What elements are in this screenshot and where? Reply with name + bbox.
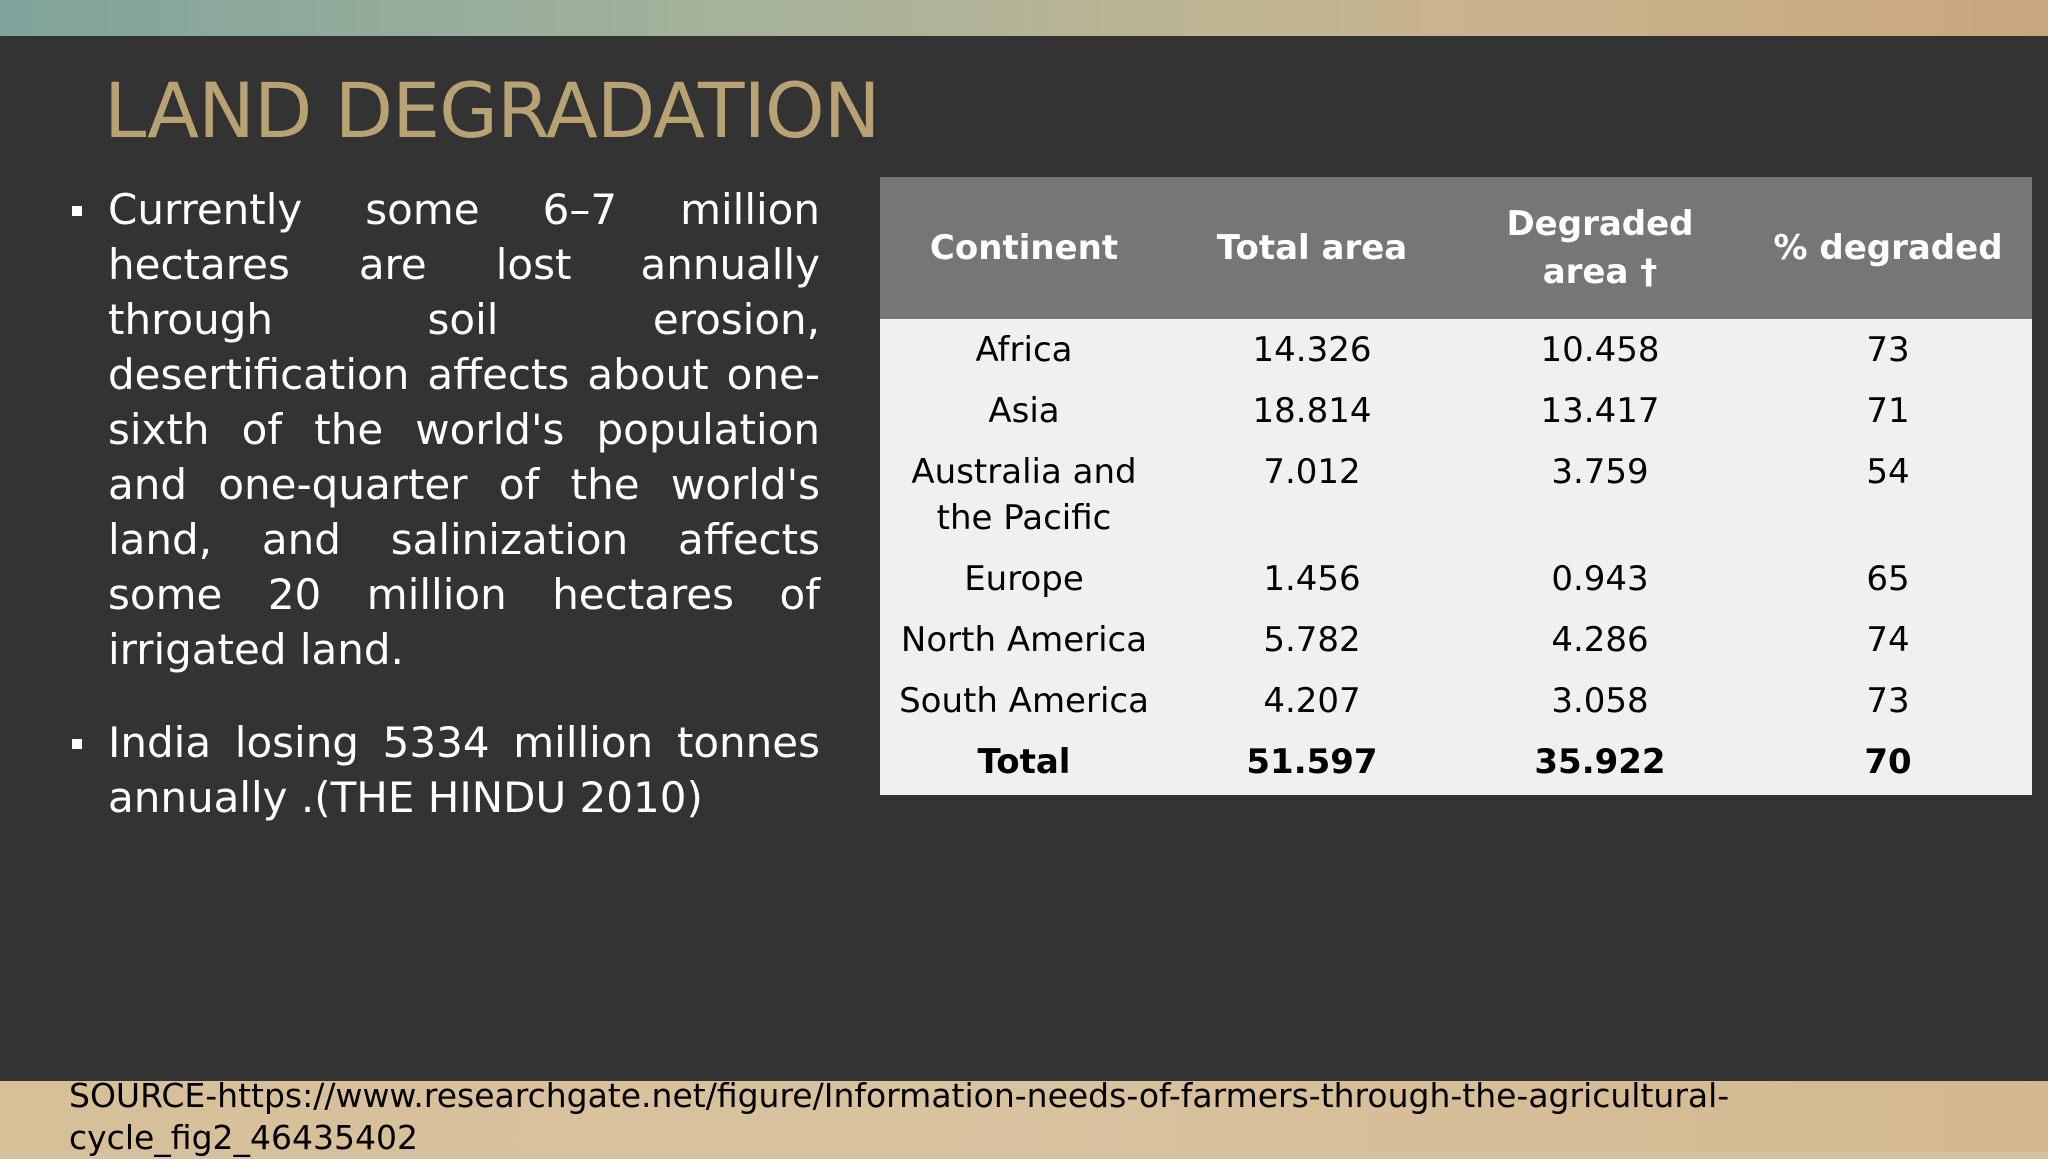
cell-degraded-area: 0.943 — [1551, 559, 1649, 599]
table-row: Australia and the Pacific 7.012 3.759 54 — [880, 441, 2032, 548]
cell-total-label: Total — [977, 742, 1071, 782]
square-bullet-icon — [72, 739, 82, 749]
table-total-row: Total 51.597 35.922 70 — [880, 731, 2032, 792]
table-header-row: Continent Total area Degraded area † % d… — [880, 177, 2032, 319]
table-row: Europe 1.456 0.943 65 — [880, 548, 2032, 609]
cell-total-area: 5.782 — [1263, 620, 1361, 660]
cell-continent: South America — [899, 681, 1149, 721]
header-total-area: Total area — [1216, 228, 1408, 268]
bullet-text: India losing 5334 million tonnes annuall… — [108, 718, 820, 822]
header-percent-degraded: % degraded — [1773, 228, 2003, 268]
cell-continent: Australia and the Pacific — [911, 452, 1137, 538]
degradation-table: Continent Total area Degraded area † % d… — [880, 177, 2032, 795]
header-degraded-area: Degraded area † — [1506, 204, 1694, 292]
cell-total-area: 7.012 — [1263, 452, 1361, 492]
cell-percent-degraded-total: 70 — [1864, 742, 1912, 782]
bullet-text: Currently some 6–7 million hectares are … — [108, 185, 820, 674]
cell-continent: Europe — [964, 559, 1084, 599]
bullet-item: Currently some 6–7 million hectares are … — [70, 182, 820, 677]
slide-title: LAND DEGRADATION — [104, 66, 881, 155]
table-row: South America 4.207 3.058 73 — [880, 670, 2032, 731]
header-continent: Continent — [929, 228, 1119, 268]
cell-percent-degraded: 54 — [1866, 452, 1910, 492]
bullet-list: Currently some 6–7 million hectares are … — [70, 182, 820, 825]
cell-degraded-area: 4.286 — [1551, 620, 1649, 660]
cell-total-area: 1.456 — [1263, 559, 1361, 599]
cell-total-area: 14.326 — [1252, 330, 1372, 370]
cell-degraded-area: 3.759 — [1551, 452, 1649, 492]
cell-continent: North America — [900, 620, 1148, 660]
bottom-decorative-band — [0, 1081, 2048, 1152]
cell-degraded-area: 10.458 — [1540, 330, 1660, 370]
cell-percent-degraded: 73 — [1866, 330, 1910, 370]
cell-degraded-area-sum: 35.922 — [1534, 742, 1666, 782]
top-decorative-band — [0, 0, 2048, 36]
cell-percent-degraded: 65 — [1866, 559, 1910, 599]
bullet-item: India losing 5334 million tonnes annuall… — [70, 715, 820, 825]
cell-degraded-area: 13.417 — [1540, 391, 1660, 431]
source-citation: SOURCE-https://www.researchgate.net/figu… — [69, 1076, 1730, 1157]
cell-continent: Asia — [988, 391, 1060, 431]
table-row: North America 5.782 4.286 74 — [880, 609, 2032, 670]
cell-total-area-sum: 51.597 — [1246, 742, 1378, 782]
table-row: Africa 14.326 10.458 73 — [880, 319, 2032, 380]
cell-degraded-area: 3.058 — [1551, 681, 1649, 721]
square-bullet-icon — [72, 206, 82, 216]
cell-percent-degraded: 71 — [1866, 391, 1910, 431]
cell-total-area: 18.814 — [1252, 391, 1372, 431]
cell-total-area: 4.207 — [1263, 681, 1361, 721]
cell-percent-degraded: 73 — [1866, 681, 1910, 721]
cell-percent-degraded: 74 — [1866, 620, 1910, 660]
cell-continent: Africa — [975, 330, 1073, 370]
table-row: Asia 18.814 13.417 71 — [880, 380, 2032, 441]
